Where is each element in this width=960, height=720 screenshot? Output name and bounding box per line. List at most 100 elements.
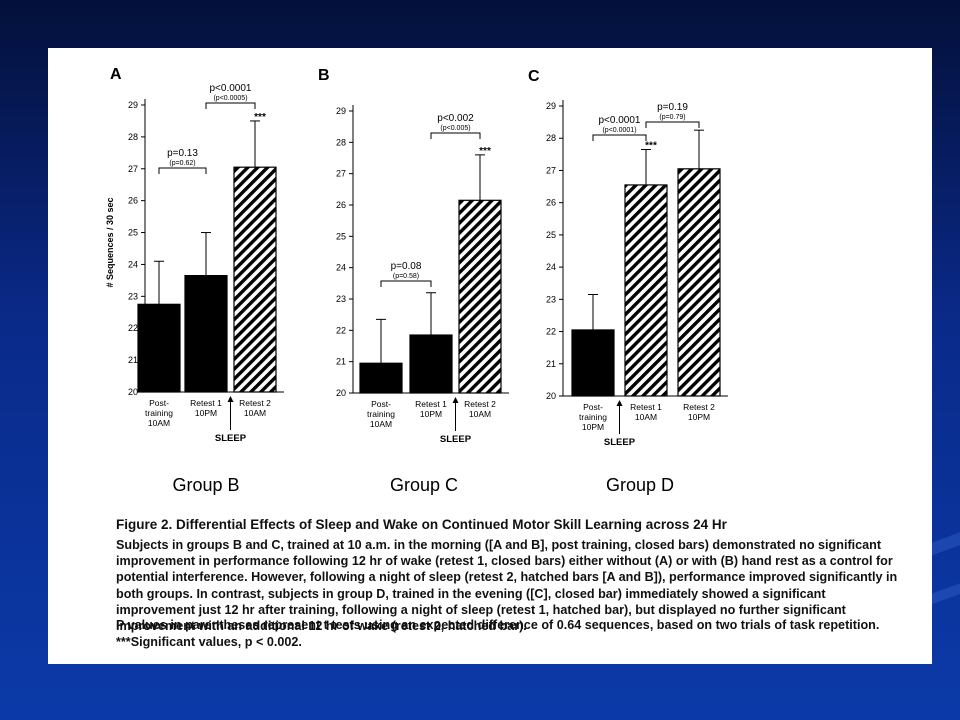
y-tick-label: 28 [546,133,556,143]
bar [184,275,228,393]
comparison-bracket [592,134,647,141]
chart-panel-a: A 20 21 22 23 24 25 26 27 28 29 # Sequences / 30 se… [105,66,284,495]
x-tick-label: 10AM [370,419,392,429]
y-tick-label: 21 [336,357,346,367]
comparison-bracket [380,280,432,287]
x-tick-label: Post- [371,399,391,409]
x-tick-label: 10AM [469,409,491,419]
y-tick-label: 29 [128,100,138,110]
sleep-label: SLEEP [440,434,472,445]
x-tick-label: 10AM [635,412,657,422]
y-tick-label: 24 [336,263,346,273]
x-tick-label: Retest 2 [683,402,715,412]
caption-title: Figure 2. Differential Effects of Sleep … [116,517,727,532]
bar [624,184,668,397]
x-tick-label: 10AM [148,418,170,428]
y-tick-label: 26 [336,200,346,210]
x-tick-label: training [145,408,173,418]
y-tick-label: 24 [128,259,138,269]
y-tick-label: 20 [128,387,138,397]
sleep-arrow-head [452,397,459,403]
y-tick-label: 28 [336,137,346,147]
comparison-bracket [205,102,256,109]
comparison-p-value: p=0.19 [657,102,688,113]
comparison-bracket [158,167,207,174]
significance-marker: *** [645,141,657,152]
x-tick-label: 10PM [195,408,217,418]
x-tick-label: 10PM [582,422,604,432]
comparison-bracket [645,121,700,128]
y-tick-label: 25 [546,230,556,240]
bar [677,168,721,397]
group-title: Group C [390,475,458,495]
x-tick-label: Retest 2 [239,398,271,408]
caption-note-significance: ***Significant values, p < 0.002. [116,635,302,649]
significance-marker: *** [479,146,491,157]
y-tick-label: 22 [336,325,346,335]
x-tick-label: 10AM [244,408,266,418]
bar [233,166,277,393]
y-tick-label: 20 [546,391,556,401]
y-tick-label: 27 [546,165,556,175]
comparison-bracket [430,132,481,139]
y-tick-label: 27 [128,164,138,174]
x-tick-label: 10PM [688,412,710,422]
comparison-p-value-sub: (p<0.0005) [213,95,247,102]
x-tick-label: Retest 1 [415,399,447,409]
y-tick-label: 20 [336,388,346,398]
bar [137,303,181,393]
figure-panel: A 20 21 22 23 24 25 26 27 28 29 # Sequences / 30 se… [48,48,932,664]
y-axis-label: # Sequences / 30 sec [105,197,115,287]
x-tick-label: Post- [583,402,603,412]
sleep-arrow-head [227,396,234,402]
comparison-p-value-sub: (p<0.005) [440,125,470,132]
panel-label: C [528,68,540,85]
significance-marker: *** [254,112,266,123]
x-tick-label: Retest 2 [464,399,496,409]
panel-label: A [110,66,122,83]
group-title: Group B [172,475,239,495]
bar [571,329,615,397]
y-tick-label: 23 [128,291,138,301]
group-title: Group D [606,475,674,495]
y-tick-label: 28 [128,132,138,142]
x-tick-label: training [579,412,607,422]
y-tick-label: 26 [128,196,138,206]
y-tick-label: 29 [336,106,346,116]
y-tick-label: 22 [128,323,138,333]
sleep-arrow-head [616,400,623,406]
y-tick-label: 29 [546,101,556,111]
bar [359,362,403,394]
x-tick-label: Post- [149,398,169,408]
y-tick-label: 22 [546,327,556,337]
bar [409,334,453,394]
y-tick-label: 25 [336,231,346,241]
charts-figure: A 20 21 22 23 24 25 26 27 28 29 # Sequences / 30 se… [105,66,728,495]
y-tick-label: 27 [336,169,346,179]
comparison-p-value: p<0.0001 [599,115,641,126]
x-tick-label: Retest 1 [190,398,222,408]
x-tick-label: Retest 1 [630,402,662,412]
y-tick-label: 21 [128,355,138,365]
x-tick-label: 10PM [420,409,442,419]
y-tick-label: 26 [546,198,556,208]
y-tick-label: 21 [546,359,556,369]
comparison-p-value: p=0.13 [167,148,198,159]
sleep-label: SLEEP [215,433,247,444]
comparison-p-value-sub: (p=0.58) [393,273,419,280]
caption-text: Subjects in groups B and C, trained at 1… [116,538,898,634]
comparison-p-value-sub: (p=0.79) [659,114,685,121]
panel-label: B [318,67,330,84]
y-tick-label: 23 [336,294,346,304]
bar [458,199,502,394]
comparison-p-value: p<0.002 [437,113,474,124]
y-tick-label: 23 [546,294,556,304]
comparison-p-value: p<0.0001 [210,83,252,94]
comparison-p-value-sub: (p<0.0001) [602,127,636,134]
x-tick-label: training [367,409,395,419]
sleep-label: SLEEP [604,437,636,448]
y-tick-label: 25 [128,228,138,238]
chart-panel-b: B20212223242526272829Post-training10AMRe… [318,67,509,495]
y-tick-label: 24 [546,262,556,272]
comparison-p-value: p=0.08 [391,261,422,272]
